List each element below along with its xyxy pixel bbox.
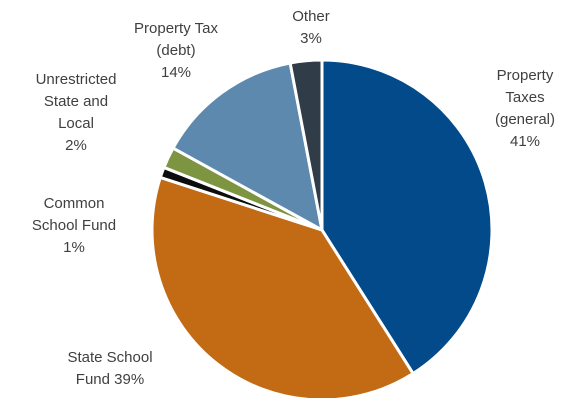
slice-label: Common School Fund 1% [32,195,116,256]
slice-label: Property Tax (debt) 14% [134,20,218,81]
slice-label-line: 1% [63,239,85,256]
slice-label: Other 3% [292,8,330,47]
pie-labels: Property Taxes (general) 41% State School Fun… [32,8,555,388]
slice-label-line: Unrestricted [36,71,117,88]
slice-label-line: 2% [65,137,87,154]
slice-label-line: Taxes [505,89,544,106]
slice-label-line: Property [497,67,554,84]
slice-label-line: 14% [161,64,191,81]
slice-label-line: Other [292,8,330,25]
pie-slice [171,61,324,232]
slice-label-line: Fund 39% [76,371,144,388]
pie-slice [150,175,415,398]
pie-slices [150,58,494,398]
slice-label-line: (general) [495,111,555,128]
slice-label: Property Taxes (general) 41% [495,67,555,150]
pie-slice [288,58,324,232]
slice-label-line: School Fund [32,217,116,234]
slice-label-line: Local [58,115,94,132]
slice-label: Unrestricted State and Local 2% [36,71,117,154]
slice-label-line: (debt) [156,42,195,59]
slice-label: State School Fund 39% [67,349,152,388]
slice-label-line: State School [67,349,152,366]
slice-label-line: 41% [510,133,540,150]
slice-label-line: Common [44,195,105,212]
slice-label-line: 3% [300,30,322,47]
slice-label-line: Property Tax [134,20,218,37]
slice-label-line: State and [44,93,108,110]
